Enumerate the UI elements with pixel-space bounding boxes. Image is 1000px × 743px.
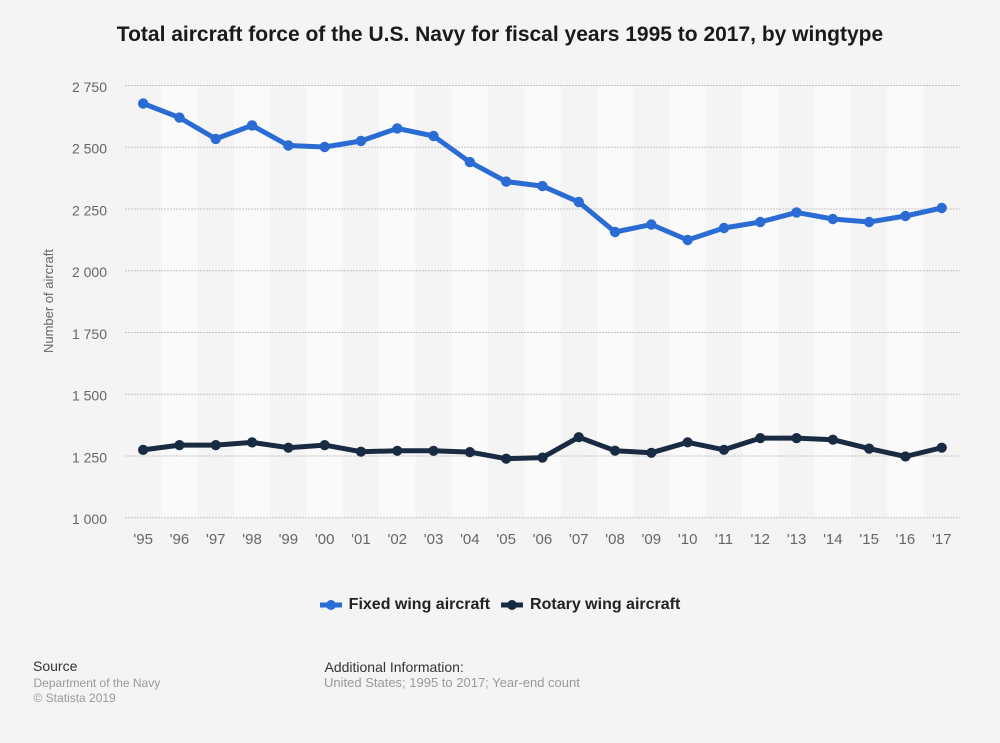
svg-text:'96: '96 [170, 531, 190, 548]
svg-text:2 500: 2 500 [72, 141, 107, 157]
svg-text:'10: '10 [678, 531, 698, 548]
svg-text:'14: '14 [823, 531, 843, 548]
svg-text:'13: '13 [787, 531, 807, 548]
svg-text:'07: '07 [569, 531, 589, 548]
svg-text:'05: '05 [496, 531, 516, 548]
svg-text:2 000: 2 000 [72, 264, 107, 280]
svg-text:'04: '04 [460, 531, 480, 548]
svg-text:'06: '06 [533, 531, 553, 548]
svg-text:'11: '11 [715, 531, 733, 548]
svg-text:'09: '09 [642, 531, 662, 548]
svg-text:1 750: 1 750 [72, 326, 107, 342]
svg-text:1 500: 1 500 [72, 388, 107, 404]
svg-text:'97: '97 [206, 531, 226, 548]
svg-text:'02: '02 [387, 531, 407, 548]
svg-text:'17: '17 [932, 531, 952, 548]
svg-text:'01: '01 [351, 531, 371, 548]
svg-text:1 000: 1 000 [72, 511, 107, 527]
svg-text:'95: '95 [133, 531, 153, 548]
svg-text:'16: '16 [896, 531, 916, 548]
svg-text:'99: '99 [279, 531, 299, 548]
svg-text:Number of aircraft: Number of aircraft [41, 249, 56, 353]
svg-text:'08: '08 [605, 531, 625, 548]
svg-text:2 250: 2 250 [72, 202, 107, 218]
svg-text:2 750: 2 750 [72, 79, 107, 95]
svg-text:'15: '15 [859, 531, 879, 548]
svg-text:'98: '98 [242, 531, 262, 548]
svg-text:'03: '03 [424, 531, 444, 548]
svg-text:1 250: 1 250 [72, 449, 107, 465]
svg-text:'00: '00 [315, 531, 335, 548]
svg-text:'12: '12 [750, 531, 770, 548]
